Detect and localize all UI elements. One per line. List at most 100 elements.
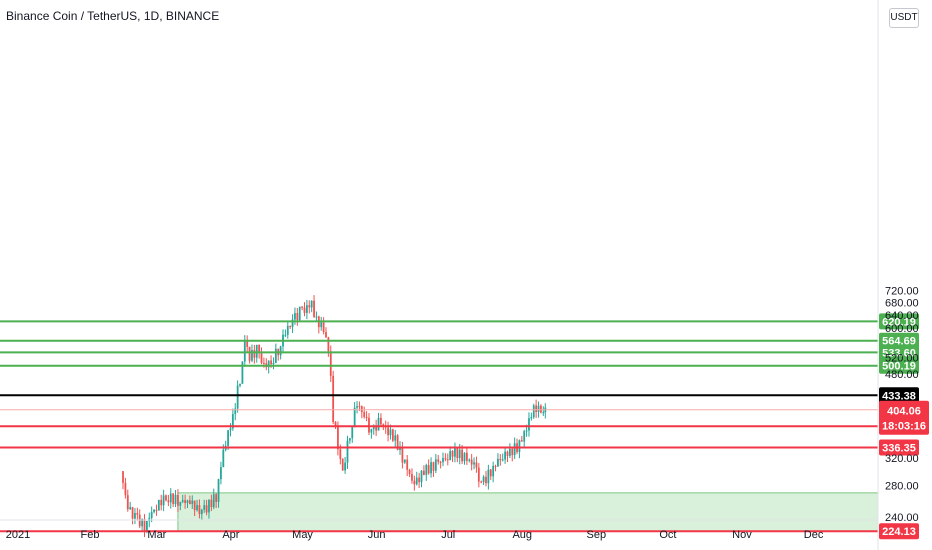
candle-body [365,416,368,418]
candle-body [294,313,296,320]
level-tag-text: 533.60 [882,347,916,359]
candle-body [437,459,440,462]
candle-body [270,360,272,365]
support-zone[interactable] [177,492,879,532]
candle-body [212,494,215,508]
candle-body [511,448,514,456]
candle-body [255,344,258,358]
level-tag-text: 336.35 [882,443,916,455]
candle-body [215,494,218,502]
candle-body [360,406,363,413]
candle-body [506,451,509,456]
currency-unit-button[interactable]: USDT [889,8,919,28]
candle-body [434,459,437,471]
candle-body [480,481,483,483]
candle-body [251,350,253,361]
candle-body [406,459,409,470]
candle-body [423,470,425,475]
level-tag-224.13 [879,523,919,540]
y-tick-label: 720.00 [885,286,919,298]
candle-body [368,417,370,433]
candle-body [129,507,132,510]
level-tag-text: 500.19 [882,361,916,373]
candle-body [525,430,528,432]
candle-body [432,462,435,471]
candle-body [351,426,354,439]
candle-body [267,360,270,368]
y-tick-label: 240.00 [885,512,919,524]
candle-body [329,351,332,376]
candle-body [411,473,413,481]
candle-body [222,449,225,468]
candle-body [253,350,256,358]
candle-body [239,383,241,386]
symbol-title[interactable]: Binance Coin / TetherUS, 1D, BINANCE [6,9,220,23]
candle-body [188,500,191,504]
candle-body [420,470,423,483]
candle-body [418,477,421,483]
level-tag-433.38 [879,387,919,404]
candle-body [148,517,151,522]
candle-body [532,405,535,418]
candle-body [408,469,411,474]
candle-body [513,443,516,456]
candle-body [315,316,318,318]
candle-body [313,300,315,317]
candle-body [377,417,380,431]
candle-body [444,458,447,460]
candle-body [177,494,179,506]
current-price-text: 404.06 [887,406,921,418]
candle-body [442,458,444,463]
level-tag-336.35 [879,439,919,456]
candle-body [413,480,416,485]
candle-body [234,408,237,415]
candle-body [227,430,229,446]
candle-body [196,505,198,511]
candle-body [136,513,139,515]
candle-body [356,406,358,408]
candle-body [387,427,389,436]
candle-body [217,479,220,502]
candle-body [339,449,342,459]
candle-body [258,344,261,353]
candle-body [174,494,177,505]
candle-body [477,467,480,482]
level-tag-533.60 [879,344,919,361]
candle-body [184,500,186,503]
candle-body [415,477,418,485]
candle-body [482,476,485,483]
candle-body [446,459,449,461]
candle-body [279,346,282,356]
candle-body [191,500,194,504]
candle-body [272,362,275,365]
candle-body [303,307,306,313]
candle-body [389,429,392,436]
candle-body [528,418,530,431]
level-tag-text: 433.38 [882,390,916,402]
candle-body [208,499,210,513]
candle-body [155,509,158,511]
candle-body [391,429,394,441]
candle-body [198,505,201,515]
x-tick-label: Dec [804,529,824,541]
candle-body [200,509,203,515]
level-tag-text: 620.19 [882,316,916,328]
candle-body [380,417,382,425]
candle-body [286,325,289,335]
level-tag-text: 224.13 [882,526,916,538]
candle-body [489,469,492,477]
candle-body [504,451,506,460]
candle-body [334,422,337,427]
candle-body [308,305,311,308]
candle-body [494,465,497,467]
candle-body [310,300,313,308]
candle-body [122,471,124,483]
candle-body [475,462,478,468]
candle-body [520,440,523,442]
candle-body [305,305,308,313]
candle-body [145,521,148,531]
candle-body [487,469,490,484]
x-tick-label: Feb [81,529,100,541]
